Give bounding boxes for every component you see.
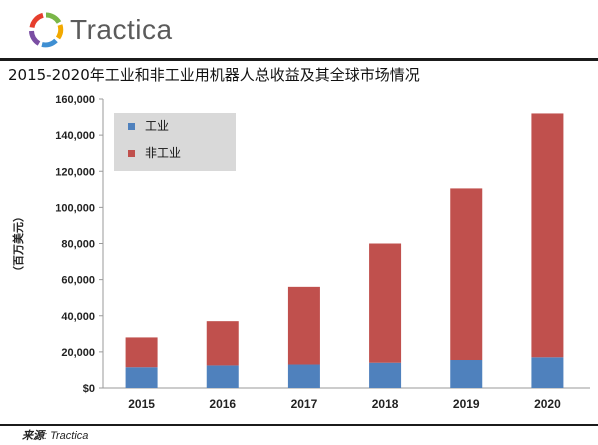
bar-2018-industrial (369, 362, 402, 388)
chart-title: 2015-2020年工业和非工业用机器人总收益及其全球市场情况 (8, 66, 420, 84)
y-tick-label: 80,000 (61, 239, 95, 251)
y-tick-label: 120,000 (55, 166, 95, 178)
bar-2017-non-industrial (287, 286, 320, 365)
legend-swatch-non-industrial (128, 150, 135, 157)
bar-2015-industrial (125, 367, 158, 388)
footer-divider (0, 424, 598, 426)
y-axis-title: （百万美元） (11, 211, 25, 277)
legend-label-industrial: 工业 (145, 119, 169, 133)
source-note: 来源: Tractica (22, 427, 88, 443)
x-tick-label: 2020 (534, 397, 561, 411)
y-tick-label: 140,000 (55, 130, 95, 142)
bar-2020-non-industrial (531, 113, 564, 358)
x-tick-label: 2019 (453, 397, 480, 411)
bar-2019-industrial (450, 360, 483, 388)
bar-2019-non-industrial (450, 188, 483, 361)
logo-segment-blue (41, 38, 58, 48)
source-label: 来源 (22, 430, 44, 442)
header-divider (0, 58, 598, 61)
header: Tractica (0, 0, 598, 60)
bar-2017-industrial (287, 364, 320, 388)
bar-2015-non-industrial (125, 337, 158, 368)
legend-swatch-industrial (128, 123, 135, 130)
y-tick-label: 20,000 (61, 347, 95, 359)
brand-name: Tractica (70, 14, 173, 45)
x-tick-label: 2015 (128, 397, 155, 411)
logo-segment-green (45, 12, 62, 24)
y-tick-label: 160,000 (55, 94, 95, 106)
x-tick-label: 2018 (372, 397, 399, 411)
bar-2018-non-industrial (369, 243, 402, 363)
legend-box (114, 113, 236, 171)
logo-segment-red (29, 12, 44, 29)
y-tick-label: 40,000 (61, 311, 95, 323)
x-tick-label: 2017 (291, 397, 318, 411)
x-tick-label: 2016 (209, 397, 236, 411)
y-tick-label: 100,000 (55, 202, 95, 214)
logo-segment-purple (29, 30, 41, 46)
bar-2016-non-industrial (206, 321, 239, 366)
bar-chart: $0 20,000 40,000 60,000 80,000 100,000 120,000… (11, 94, 590, 411)
logo-segment-yellow (55, 24, 64, 40)
tractica-logo-icon (29, 12, 64, 48)
bar-2016-industrial (206, 365, 239, 388)
y-tick-label: $0 (83, 383, 95, 395)
bar-2020-industrial (531, 357, 564, 388)
source-value: : Tractica (44, 430, 89, 442)
y-tick-label: 60,000 (61, 275, 95, 287)
legend-label-non-industrial: 非工业 (145, 146, 181, 160)
